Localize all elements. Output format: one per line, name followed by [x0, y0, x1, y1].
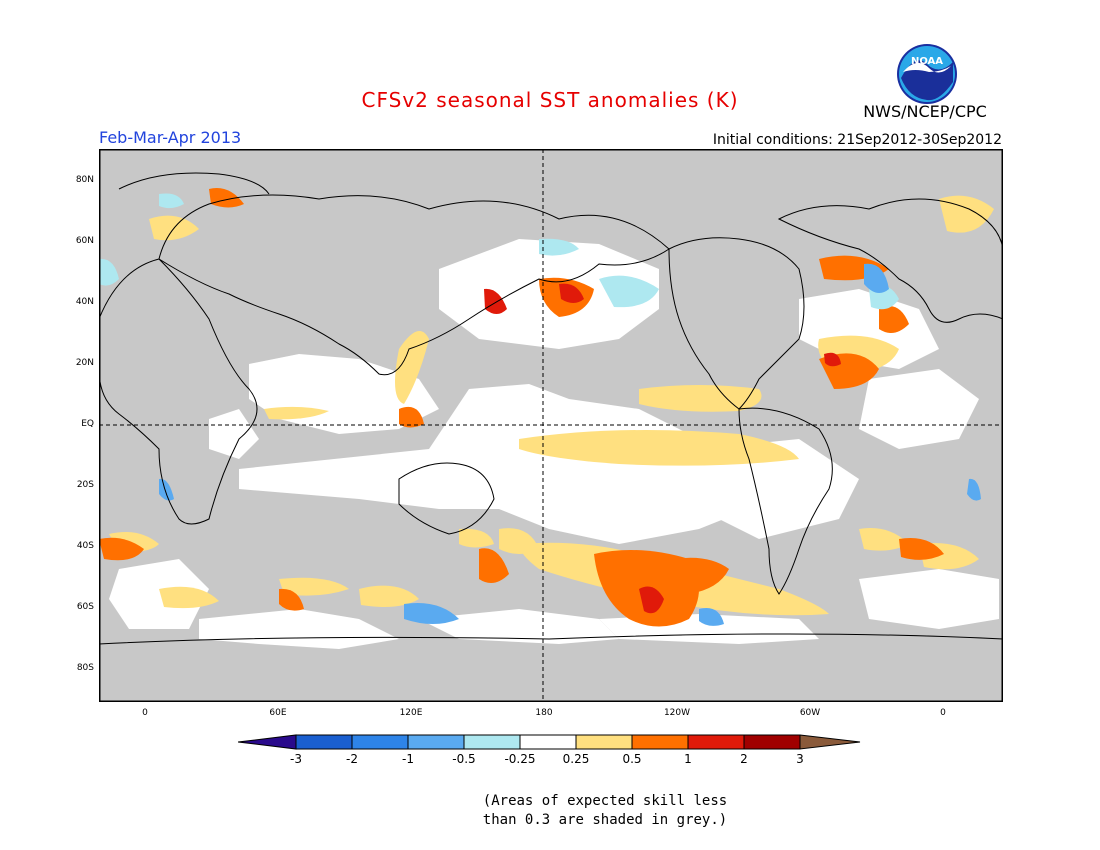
- lat-label: 60S: [76, 602, 94, 612]
- lat-label: 60N: [75, 236, 94, 246]
- colorbar-segment: [351, 734, 409, 750]
- colorbar-segment: [238, 734, 297, 750]
- anomaly-neg-0.5-1: [159, 263, 981, 626]
- colorbar-label: 0.5: [622, 752, 642, 766]
- lat-label: 80N: [75, 175, 94, 185]
- colorbar-label: -1: [402, 752, 414, 766]
- anomaly-neg-0.25-0.5: [99, 193, 899, 310]
- noaa-logo: NOAA: [897, 44, 957, 104]
- colorbar-label: -0.25: [504, 752, 536, 766]
- graticule: [99, 149, 1003, 702]
- initial-conditions-label: Initial conditions: 21Sep2012-30Sep2012: [712, 132, 1002, 148]
- lon-label: 60W: [799, 708, 821, 718]
- lon-label: 120W: [663, 708, 691, 718]
- skill-note-line: than 0.3 are shaded in grey.): [482, 812, 728, 828]
- chart-title: CFSv2 seasonal SST anomalies (K): [361, 88, 739, 112]
- lat-label: 40N: [75, 297, 94, 307]
- lon-label: 120E: [399, 708, 423, 718]
- colorbar-label: 3: [796, 752, 804, 766]
- anomaly-1-2: [484, 283, 841, 614]
- colorbar-label: 1: [684, 752, 692, 766]
- map-frame: [99, 149, 1003, 702]
- lat-label: EQ: [81, 419, 94, 429]
- colorbar-label: -3: [290, 752, 302, 766]
- colorbar-segment: [743, 734, 801, 750]
- coastlines: [99, 172, 1003, 645]
- lat-label: 40S: [76, 541, 94, 551]
- colorbar-label: 0.25: [562, 752, 590, 766]
- colorbar-segment: [687, 734, 745, 750]
- skill-note: (Areas of expected skill less than 0.3 a…: [440, 792, 770, 830]
- lon-label: 0: [940, 708, 946, 718]
- colorbar-segment: [631, 734, 689, 750]
- lat-label: 80S: [76, 663, 94, 673]
- colorbar-segment: [799, 734, 861, 750]
- colorbar-label: 2: [740, 752, 748, 766]
- skill-note-line: (Areas of expected skill less: [482, 793, 728, 809]
- colorbar-label: -0.5: [452, 752, 476, 766]
- colorbar-segment: [407, 734, 465, 750]
- colorbar-label: -2: [346, 752, 358, 766]
- colorbar-segment: [519, 734, 577, 750]
- lon-label: 60E: [269, 708, 287, 718]
- lon-label: 0: [142, 708, 148, 718]
- lon-label: 180: [535, 708, 553, 718]
- lat-label: 20N: [75, 358, 94, 368]
- sst-anomaly-map: [99, 149, 1003, 702]
- lat-label: 20S: [76, 480, 94, 490]
- season-label: Feb-Mar-Apr 2013: [99, 128, 242, 147]
- color-scale-bar: [238, 734, 861, 750]
- anomaly-0.25-0.5: [109, 195, 994, 616]
- organization-label: NWS/NCEP/CPC: [863, 102, 987, 121]
- svg-text:NOAA: NOAA: [911, 56, 943, 67]
- colorbar-segment: [463, 734, 521, 750]
- colorbar-segment: [295, 734, 353, 750]
- colorbar-segment: [575, 734, 633, 750]
